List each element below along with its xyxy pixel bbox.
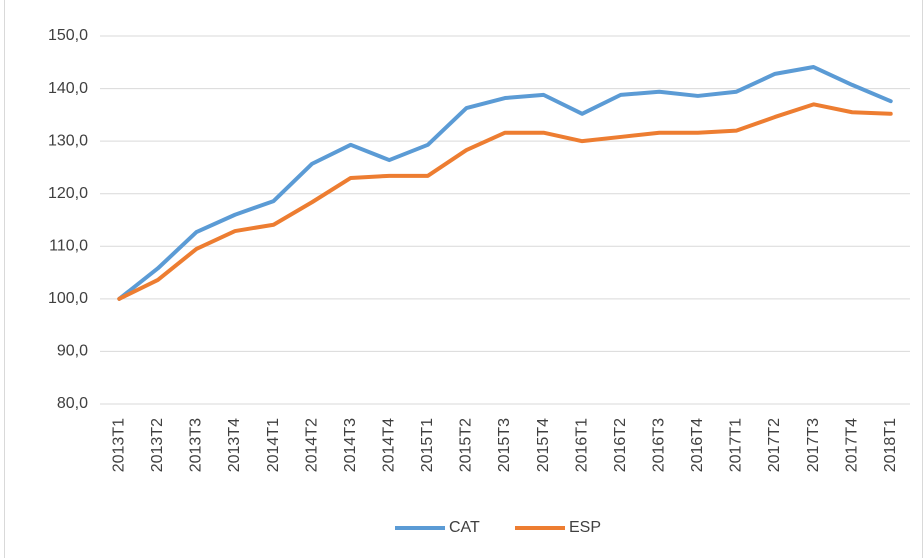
x-tick-label: 2014T3 <box>342 418 359 472</box>
x-tick-label: 2017T1 <box>728 418 745 472</box>
x-tick-label: 2017T3 <box>805 418 822 472</box>
x-tick-label: 2013T3 <box>188 418 205 472</box>
x-tick-label: 2014T2 <box>303 418 320 472</box>
x-tick-label: 2013T1 <box>111 418 128 472</box>
x-tick-label: 2014T1 <box>265 418 282 472</box>
x-tick-label: 2017T2 <box>766 418 783 472</box>
y-tick-label: 80,0 <box>57 395 88 412</box>
x-tick-label: 2013T4 <box>226 418 243 472</box>
x-tick-label: 2018T1 <box>882 418 899 472</box>
legend-label: ESP <box>569 519 601 536</box>
x-tick-label: 2017T4 <box>843 418 860 472</box>
x-tick-label: 2016T1 <box>573 418 590 472</box>
x-tick-label: 2013T2 <box>149 418 166 472</box>
x-tick-label: 2015T2 <box>458 418 475 472</box>
y-tick-label: 120,0 <box>48 185 88 202</box>
y-tick-label: 100,0 <box>48 290 88 307</box>
series-line <box>117 102 893 301</box>
x-tick-label: 2016T4 <box>689 418 706 472</box>
y-tick-label: 130,0 <box>48 132 88 149</box>
x-tick-label: 2015T3 <box>496 418 513 472</box>
x-tick-label: 2015T1 <box>419 418 436 472</box>
x-tick-label: 2014T4 <box>381 418 398 472</box>
y-tick-label: 110,0 <box>49 238 88 255</box>
x-tick-label: 2015T4 <box>535 418 552 472</box>
legend-label: CAT <box>449 519 480 536</box>
series-line <box>117 65 893 301</box>
y-tick-label: 150,0 <box>48 27 88 44</box>
y-tick-label: 140,0 <box>48 80 88 97</box>
x-tick-label: 2016T3 <box>651 418 668 472</box>
y-tick-label: 90,0 <box>57 343 88 360</box>
x-tick-label: 2016T2 <box>612 418 629 472</box>
